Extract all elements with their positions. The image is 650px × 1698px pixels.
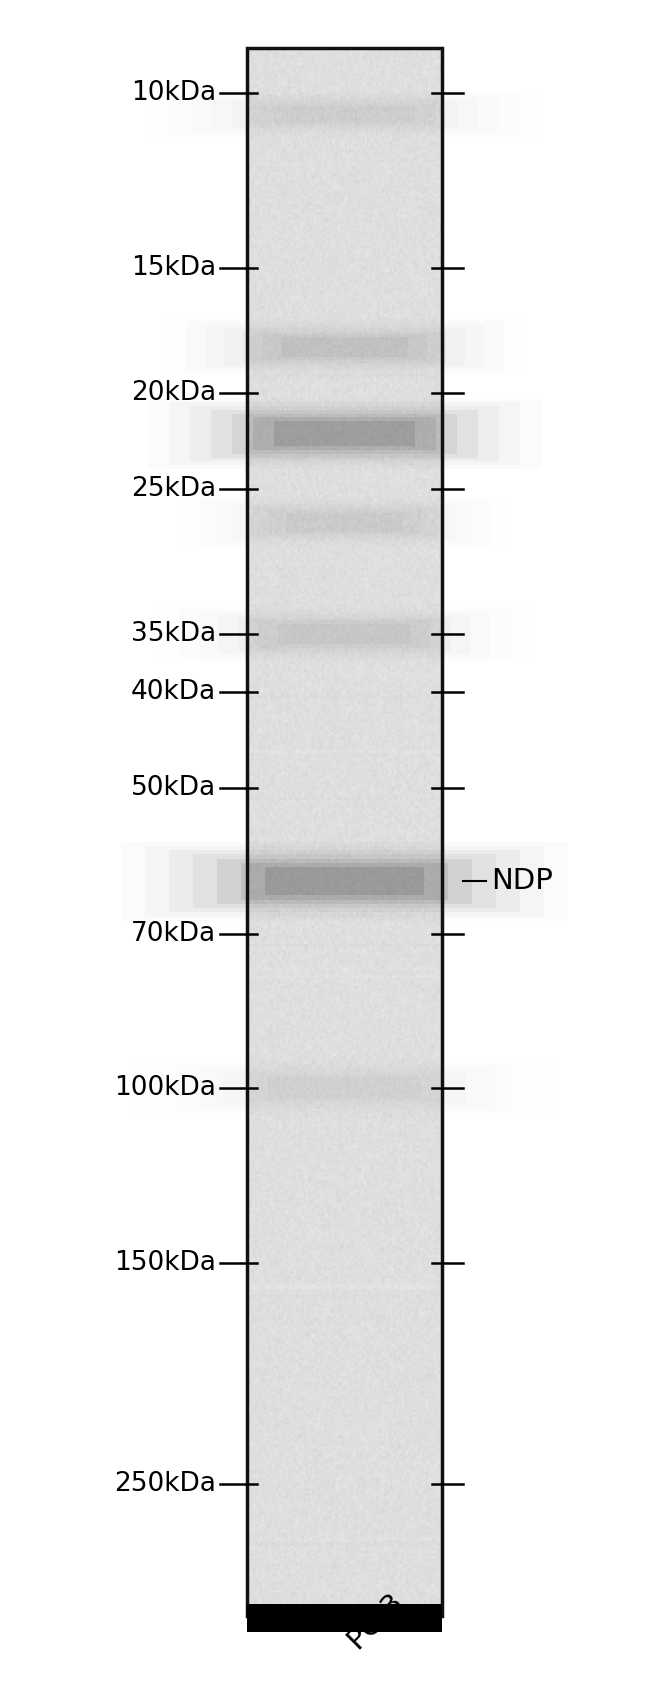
Text: PC-3: PC-3 [341,1586,408,1654]
Text: 50kDa: 50kDa [131,776,216,801]
Bar [218,615,471,654]
Bar [148,399,541,469]
Bar [190,406,499,462]
Bar [254,418,436,450]
Text: 15kDa: 15kDa [131,255,216,282]
Bar [167,319,522,375]
Bar [233,504,456,540]
Bar [251,508,438,537]
Bar [240,863,448,900]
Bar [199,611,490,657]
Bar [274,421,415,447]
Bar [159,606,530,662]
Bar [198,499,491,545]
Bar [268,509,421,535]
Bar [179,610,510,661]
Bar [239,618,450,650]
Bar [247,48,442,1616]
Text: 150kDa: 150kDa [114,1250,216,1275]
Bar [192,854,497,908]
Bar [148,90,541,138]
Bar [169,402,520,465]
Bar [265,868,424,895]
Bar [223,1070,466,1105]
Bar [131,1058,558,1119]
Bar [190,95,499,132]
Bar [169,93,520,136]
Text: 100kDa: 100kDa [114,1075,216,1100]
Bar [168,851,521,912]
Bar [232,414,457,453]
Bar [224,328,465,367]
Text: NDP: NDP [491,868,552,895]
Bar [177,1063,512,1112]
Text: 25kDa: 25kDa [131,475,216,503]
Bar [200,1066,489,1109]
Bar [278,625,411,645]
Bar [232,100,457,127]
Bar [247,1605,442,1632]
Bar [254,104,436,126]
Text: 35kDa: 35kDa [131,621,216,647]
Bar [246,1073,443,1102]
Text: 20kDa: 20kDa [131,380,216,406]
Text: 70kDa: 70kDa [131,920,216,947]
Bar [181,496,508,548]
Bar [155,1060,534,1116]
Bar [205,324,484,370]
Bar [186,321,503,372]
Bar [281,336,408,357]
Bar [211,98,478,131]
Bar [211,409,478,457]
Bar [144,846,545,917]
Text: 250kDa: 250kDa [114,1470,216,1496]
Bar [286,513,403,531]
Bar [274,105,415,122]
Bar [216,859,473,903]
Bar [268,1077,421,1099]
Bar [243,331,446,363]
Bar [262,335,427,360]
Bar [258,621,431,647]
Bar [216,501,473,543]
Text: 10kDa: 10kDa [131,80,216,105]
Bar [121,842,568,920]
Text: 40kDa: 40kDa [131,679,216,705]
